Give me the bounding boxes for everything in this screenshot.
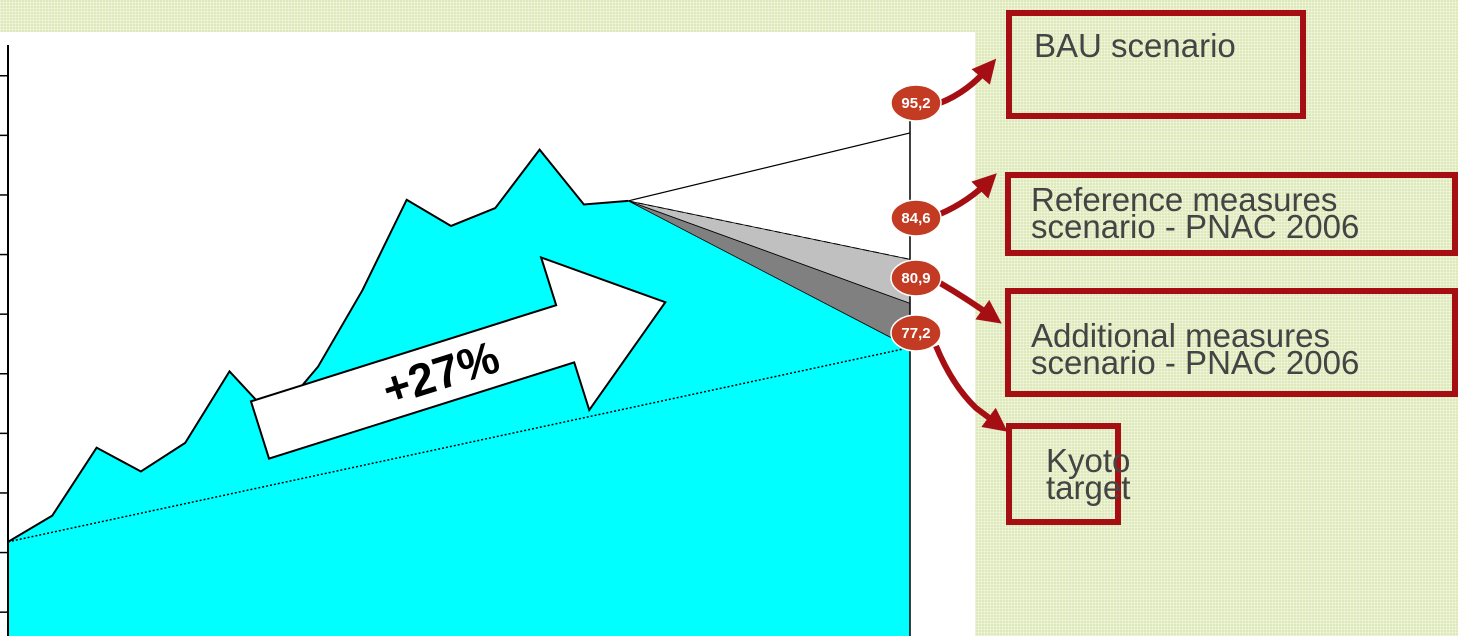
additional-scenario-label: Additional measures scenario - PNAC 2006 [1031, 317, 1360, 381]
historical-line [7, 148, 629, 543]
additional-scenario-box: Additional measures scenario - PNAC 2006 [1005, 288, 1458, 397]
badge-reference-shape [890, 199, 942, 237]
badge-additional-value: 80,9 [901, 270, 930, 287]
badge-kyoto-shape [890, 314, 942, 352]
bau-scenario-label: BAU scenario [1034, 27, 1236, 64]
badge-bau: 95,2 [890, 84, 942, 122]
bau-scenario-box: BAU scenario [1006, 10, 1306, 119]
bau-line [628, 132, 911, 202]
kyoto-connector [933, 344, 1008, 432]
badge-kyoto: 77,2 [890, 314, 942, 352]
growth-arrow-shape [249, 255, 667, 460]
badge-bau-value: 95,2 [901, 95, 930, 112]
growth-arrow: +27% [249, 255, 667, 460]
kyoto-target-box: Kyoto target [1006, 423, 1131, 525]
badge-additional-shape [890, 259, 942, 297]
bau-connector [938, 58, 997, 106]
badge-reference: 84,6 [890, 199, 942, 237]
tick-layer [0, 75, 8, 613]
reference-scenario-label: Reference measures scenario - PNAC 2006 [1031, 181, 1360, 245]
badge-additional: 80,9 [890, 259, 942, 297]
badge-bau-shape [890, 84, 942, 122]
badge-reference-value: 84,6 [901, 210, 930, 227]
reference-scenario-box: Reference measures scenario - PNAC 2006 [1005, 172, 1458, 256]
kyoto-target-line [7, 346, 911, 543]
kyoto-target-label: Kyoto target [1046, 442, 1131, 506]
reference-connector [938, 173, 997, 217]
badge-kyoto-value: 77,2 [901, 325, 930, 342]
additional-connector [938, 280, 1002, 324]
reference-line [628, 200, 911, 260]
